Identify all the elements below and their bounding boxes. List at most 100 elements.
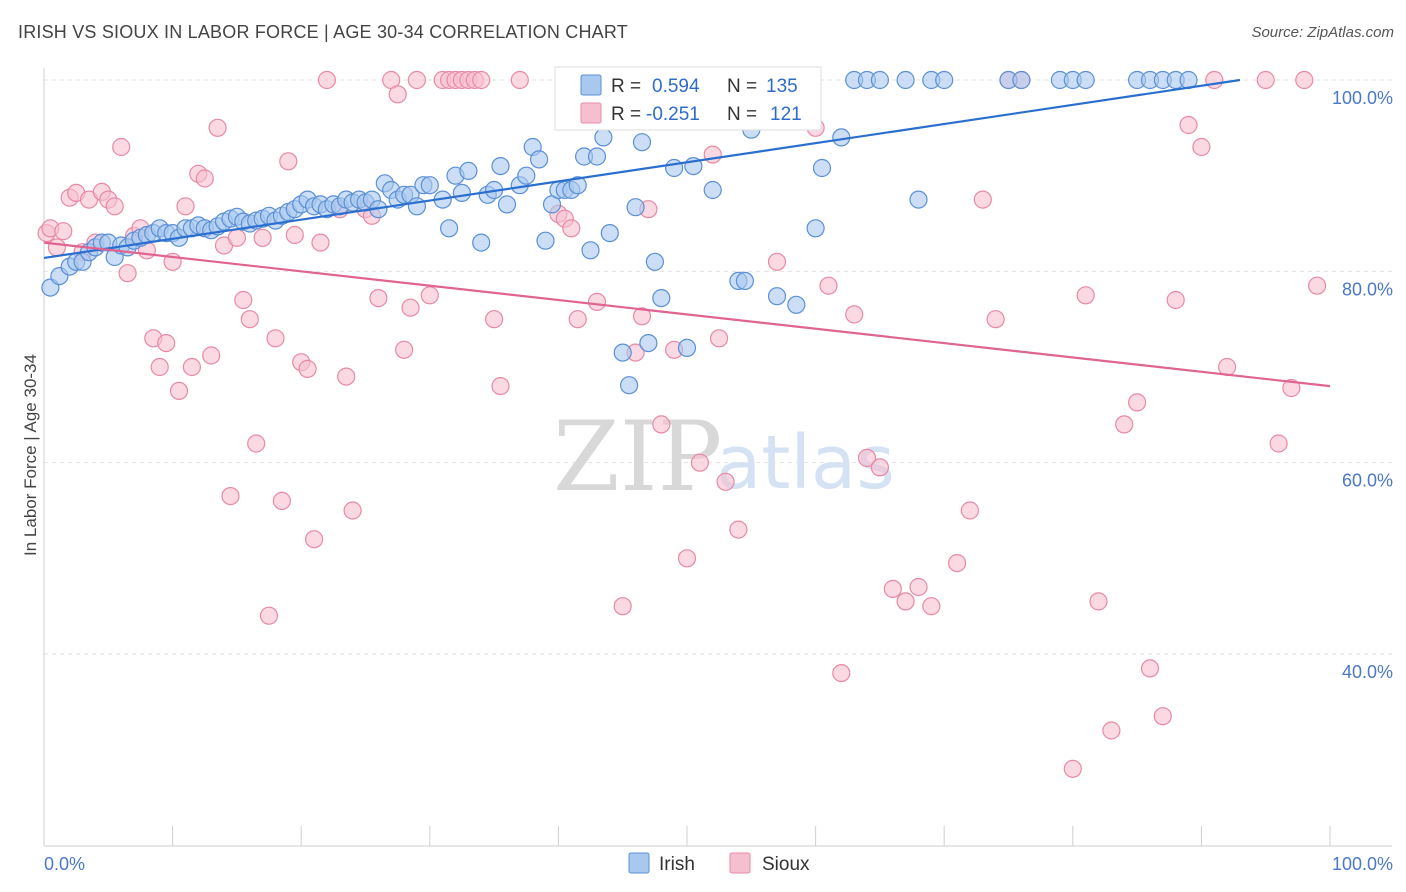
sioux-point-50 [369, 289, 388, 308]
stats-sioux-swatch [580, 102, 602, 124]
stats-irish-n-label: N = [727, 76, 757, 97]
sioux-point-69 [562, 219, 581, 238]
y-tick-label-0: 100.0% [1332, 88, 1393, 108]
sioux-point-91 [832, 663, 851, 683]
sioux-point-56 [420, 286, 439, 305]
sioux-point-43 [311, 233, 330, 252]
sioux-point-97 [909, 577, 928, 597]
irish-point-111 [1012, 70, 1031, 90]
stats-irish-swatch [580, 74, 602, 96]
irish-point-109 [935, 70, 954, 90]
legend-irish-swatch [628, 852, 650, 874]
irish-point-80 [581, 241, 600, 260]
irish-point-98 [767, 287, 787, 306]
sioux-point-95 [883, 579, 902, 599]
x-tick-label-1: 100.0% [1332, 854, 1393, 874]
chart-title: IRISH VS SIOUX IN LABOR FORCE | AGE 30-3… [18, 22, 628, 42]
irish-point-105 [870, 70, 890, 90]
irish-point-84 [613, 343, 632, 362]
sioux-point-34 [253, 228, 272, 247]
irish-point-99 [787, 295, 806, 314]
sioux-point-53 [395, 340, 414, 359]
sioux-point-79 [677, 549, 697, 568]
irish-point-81 [587, 147, 607, 166]
irish-point-85 [619, 376, 639, 395]
sioux-point-54 [401, 298, 420, 317]
irish-point-72 [529, 150, 549, 169]
legend-sioux-swatch [729, 852, 751, 874]
sioux-point-41 [298, 359, 317, 378]
irish-point-91 [664, 158, 684, 178]
sioux-point-46 [337, 367, 356, 386]
sioux-point-32 [240, 310, 259, 329]
y-axis-label: In Labor Force | Age 30-34 [21, 354, 40, 556]
sioux-point-111 [1140, 659, 1160, 678]
sioux-point-87 [767, 252, 787, 271]
irish-point-73 [536, 231, 555, 250]
sioux-point-2 [47, 238, 67, 257]
sioux-point-96 [896, 592, 915, 611]
irish-point-94 [703, 180, 722, 200]
sioux-point-107 [1089, 592, 1108, 611]
irish-point-78 [568, 176, 587, 195]
legend-irish-label: Irish [659, 854, 695, 875]
sioux-point-118 [1256, 70, 1275, 90]
sioux-point-29 [221, 487, 240, 506]
sioux-point-13 [118, 264, 137, 283]
sioux-point-39 [285, 225, 304, 245]
irish-point-67 [491, 157, 510, 176]
irish-point-60 [440, 219, 459, 238]
irish-point-83 [600, 224, 619, 243]
sioux-point-21 [169, 381, 189, 400]
irish-trend-line [43, 78, 1241, 260]
irish-point-58 [420, 176, 439, 195]
irish-point-82 [594, 128, 613, 147]
watermark: ZIP atlas [553, 401, 895, 513]
sioux-point-75 [632, 307, 652, 326]
tick-labels: 100.0% 80.0% 60.0% 40.0% 0.0% 100.0% [44, 88, 1393, 874]
irish-point-101 [812, 158, 832, 178]
sioux-trend-line [43, 241, 1331, 388]
irish-point-100 [806, 219, 825, 238]
irish-point-86 [626, 198, 645, 217]
trend-lines [43, 78, 1331, 388]
irish-point-64 [472, 233, 491, 252]
irish-point-107 [909, 190, 928, 209]
sioux-point-37 [272, 491, 291, 510]
irish-point-70 [517, 166, 536, 185]
sioux-point-84 [729, 520, 748, 539]
sioux-point-73 [613, 597, 632, 616]
legend-sioux-label: Sioux [762, 854, 810, 875]
sioux-point-11 [105, 197, 124, 216]
sioux-points [37, 70, 1327, 778]
sioux-point-109 [1115, 415, 1134, 434]
sioux-point-35 [259, 606, 279, 625]
y-tick-label-2: 60.0% [1342, 471, 1393, 491]
sioux-point-52 [388, 85, 407, 104]
sioux-point-92 [845, 305, 864, 324]
sioux-point-70 [568, 310, 587, 329]
sioux-point-113 [1166, 290, 1185, 310]
sioux-point-105 [1063, 759, 1082, 778]
stats-sioux-r-value: -0.251 [646, 104, 700, 125]
sioux-point-38 [279, 152, 298, 171]
sioux-point-71 [587, 292, 607, 311]
sioux-point-110 [1127, 393, 1147, 412]
chart-source: Source: ZipAtlas.com [1251, 24, 1394, 41]
sioux-point-119 [1269, 434, 1288, 453]
sioux-point-44 [317, 70, 336, 90]
sioux-point-112 [1153, 707, 1172, 726]
stats-sioux-n-label: N = [727, 104, 757, 125]
irish-point-88 [639, 334, 658, 353]
y-tick-label-3: 40.0% [1342, 662, 1393, 682]
sioux-point-82 [709, 329, 729, 348]
sioux-point-99 [947, 553, 967, 573]
sioux-point-12 [112, 137, 131, 157]
irish-points [41, 70, 1198, 395]
sioux-point-63 [472, 70, 491, 90]
irish-point-89 [645, 252, 665, 271]
sioux-point-81 [703, 145, 722, 164]
irish-point-63 [459, 161, 478, 180]
stats-sioux-n-value: 121 [770, 104, 802, 125]
